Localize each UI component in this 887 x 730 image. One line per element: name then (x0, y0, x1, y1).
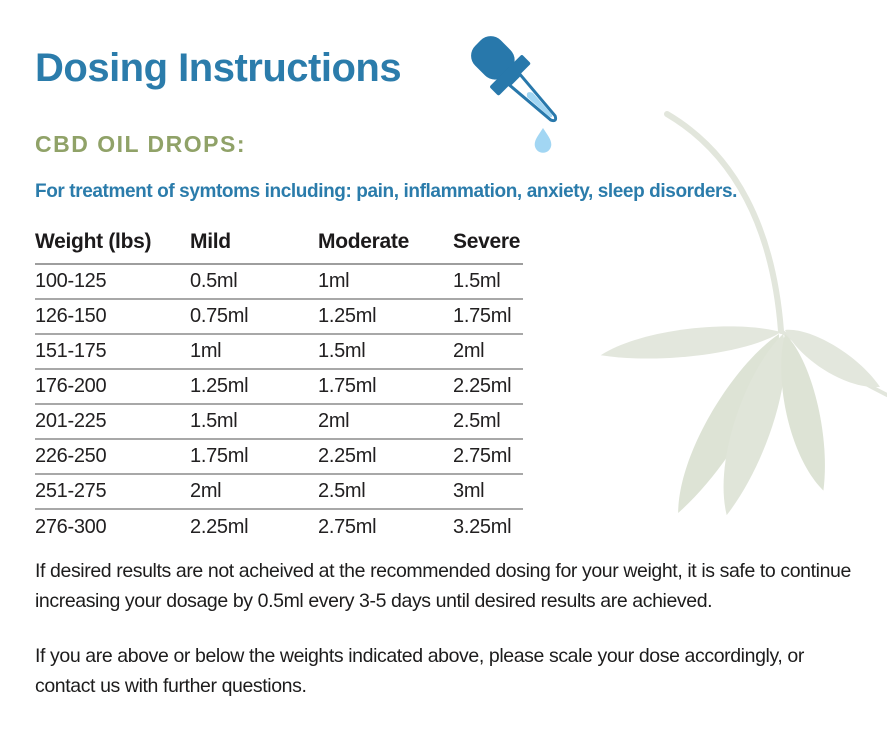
column-header: Severe (453, 230, 523, 265)
weight-range-cell: 251-275 (35, 473, 190, 509)
table-row: 126-150 0.75ml 1.25ml 1.75ml (35, 298, 523, 334)
weight-range-cell: 126-150 (35, 298, 190, 334)
dose-cell: 1.75ml (318, 368, 453, 404)
dose-cell: 2ml (190, 473, 318, 509)
dosing-table-body: 100-125 0.5ml 1ml 1.5ml 126-150 0.75ml 1.25ml 1… (35, 264, 523, 544)
weight-range-cell: 201-225 (35, 403, 190, 439)
dose-cell: 2.25ml (190, 508, 318, 544)
dose-cell: 2.75ml (318, 508, 453, 544)
table-row: 201-225 1.5ml 2ml 2.5ml (35, 403, 523, 439)
dose-cell: 1ml (318, 270, 350, 292)
table-row: 176-200 1.25ml 1.75ml 2.25ml (35, 368, 523, 404)
weight-range-cell: 276-300 (35, 508, 190, 544)
dose-cell: 1.5ml (318, 333, 453, 369)
hemp-leaf-decoration-icon (598, 111, 887, 521)
dose-cell: 1.75ml (453, 298, 523, 334)
dose-cell: 2.75ml (453, 438, 523, 474)
table-row: 276-300 2.25ml 2.75ml 3.25ml (35, 508, 523, 544)
column-header: Mild (190, 230, 318, 265)
dose-cell: 1.5ml (190, 403, 318, 439)
dose-cell: 0.5ml (190, 270, 238, 292)
dose-cell: 2.5ml (318, 473, 453, 509)
weight-range-cell: 151-175 (35, 333, 190, 369)
table-row: 251-275 2ml 2.5ml 3ml (35, 473, 523, 509)
dropper-icon (471, 36, 558, 153)
dose-cell: 0.75ml (190, 298, 318, 334)
table-row: 100-125 0.5ml 1ml 1.5ml (35, 264, 523, 299)
dose-cell: 2.5ml (453, 403, 523, 439)
weight-range-cell: 100-125 (35, 270, 107, 292)
dose-cell: 3ml (453, 473, 523, 509)
weight-range-cell: 176-200 (35, 368, 190, 404)
dose-cell: 1.25ml (318, 298, 453, 334)
table-header-row: Weight (lbs) Mild Moderate Severe (35, 230, 523, 265)
note-weight-scaling: If you are above or below the weights in… (35, 645, 804, 697)
dose-cell: 1.5ml (453, 270, 501, 292)
column-header: Moderate (318, 230, 453, 265)
treatment-subtitle: For treatment of symtoms including: pain… (35, 181, 738, 202)
note-dosage-increase: If desired results are not acheived at t… (35, 560, 851, 612)
dose-cell: 2ml (318, 403, 453, 439)
dose-cell: 1.25ml (190, 368, 318, 404)
section-heading: CBD OIL DROPS: (35, 131, 246, 157)
table-row: 226-250 1.75ml 2.25ml 2.75ml (35, 438, 523, 474)
dose-cell: 2ml (453, 333, 523, 369)
dose-cell: 1.75ml (190, 438, 318, 474)
page-title: Dosing Instructions (35, 46, 402, 90)
dose-cell: 2.25ml (453, 368, 523, 404)
column-header: Weight (lbs) (35, 230, 190, 265)
dose-cell: 1ml (190, 333, 318, 369)
dose-cell: 2.25ml (318, 438, 453, 474)
dose-cell: 3.25ml (453, 508, 523, 544)
dosing-table: Weight (lbs) Mild Moderate Severe 100-125 0.… (35, 230, 523, 544)
weight-range-cell: 226-250 (35, 438, 190, 474)
table-row: 151-175 1ml 1.5ml 2ml (35, 333, 523, 369)
